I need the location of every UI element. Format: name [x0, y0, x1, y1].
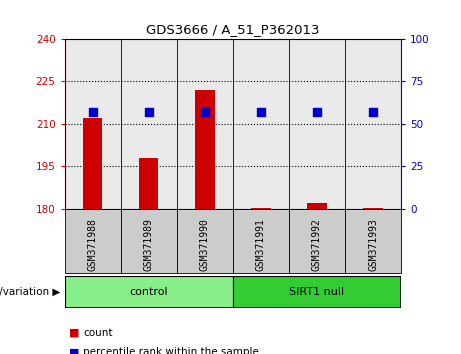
Point: [145, 109, 152, 115]
Text: ■: ■: [69, 347, 80, 354]
Text: SIRT1 null: SIRT1 null: [290, 287, 344, 297]
Bar: [65, 39, 121, 209]
Point: [257, 109, 265, 115]
Bar: [65, 209, 121, 273]
Text: GSM371991: GSM371991: [256, 218, 266, 271]
Point: [89, 109, 96, 115]
Bar: [363, 208, 383, 209]
Bar: [345, 209, 401, 273]
Bar: [177, 39, 233, 209]
Bar: [121, 39, 177, 209]
Text: control: control: [130, 287, 168, 297]
Bar: [307, 203, 327, 209]
Bar: [195, 90, 214, 209]
Text: genotype/variation ▶: genotype/variation ▶: [0, 287, 60, 297]
Point: [369, 109, 377, 115]
Bar: [233, 39, 289, 209]
Text: GSM371992: GSM371992: [312, 218, 322, 271]
Bar: [83, 118, 102, 209]
Bar: [251, 208, 271, 209]
Bar: [233, 209, 289, 273]
Bar: [65, 276, 233, 308]
Point: [201, 109, 208, 115]
Bar: [121, 209, 177, 273]
Title: GDS3666 / A_51_P362013: GDS3666 / A_51_P362013: [146, 23, 319, 36]
Point: [313, 109, 321, 115]
Bar: [289, 209, 345, 273]
Text: percentile rank within the sample: percentile rank within the sample: [83, 347, 259, 354]
Text: ■: ■: [69, 328, 80, 338]
Bar: [177, 209, 233, 273]
Text: GSM371993: GSM371993: [368, 218, 378, 271]
Text: GSM371990: GSM371990: [200, 218, 210, 271]
Text: count: count: [83, 328, 112, 338]
Bar: [289, 39, 345, 209]
Bar: [233, 276, 401, 308]
Text: GSM371989: GSM371989: [144, 218, 154, 271]
Bar: [345, 39, 401, 209]
Bar: [139, 158, 159, 209]
Text: GSM371988: GSM371988: [88, 218, 98, 271]
